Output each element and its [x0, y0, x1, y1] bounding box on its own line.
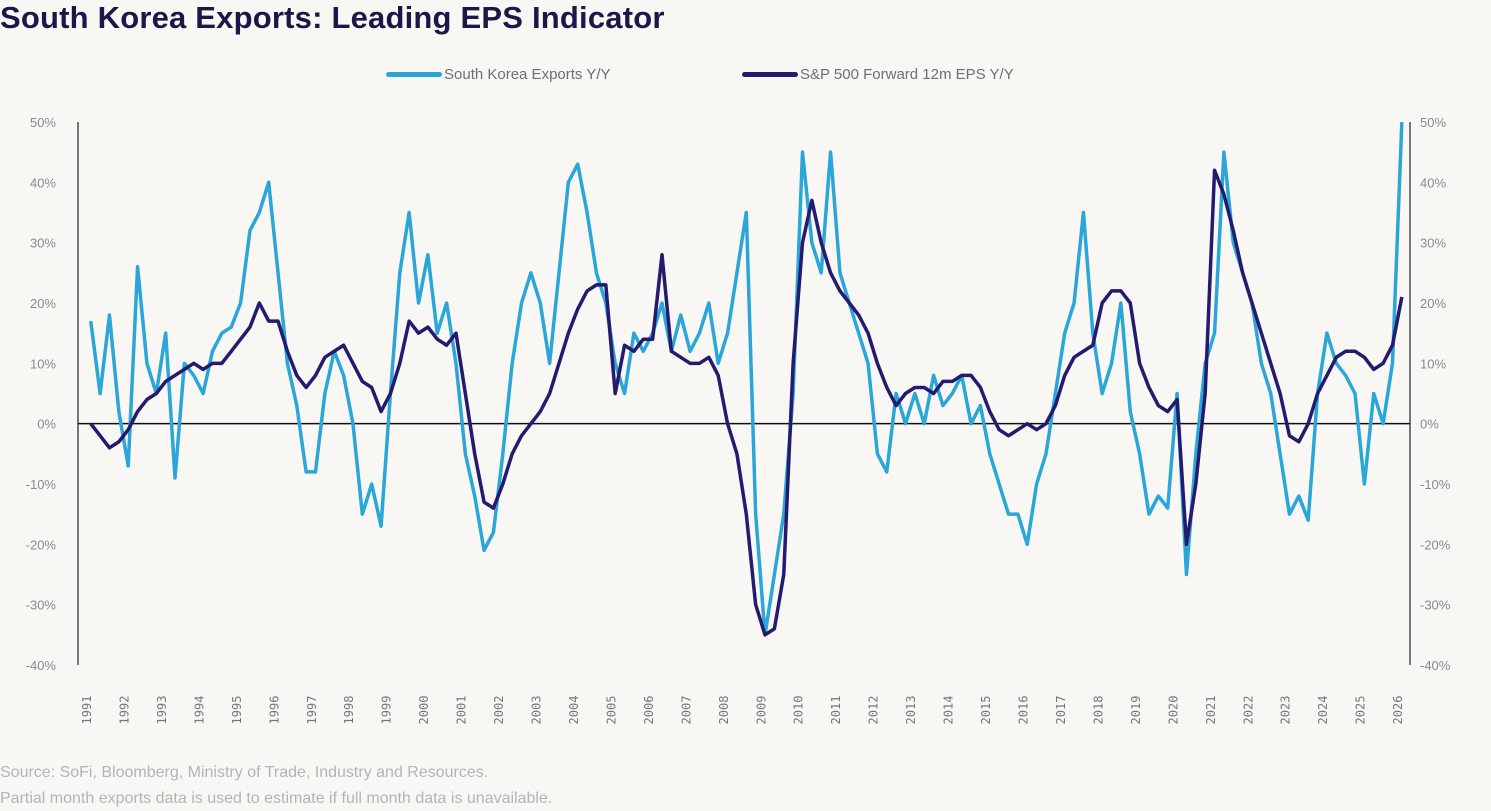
x-tick-label: 1991 — [80, 696, 94, 725]
chart-title: South Korea Exports: Leading EPS Indicat… — [0, 0, 665, 35]
x-tick-label: 1997 — [305, 696, 319, 725]
x-tick-label: 1996 — [267, 696, 281, 725]
x-tick-label: 2023 — [1279, 696, 1293, 725]
x-tick-label: 2001 — [455, 696, 469, 725]
x-tick-label: 2024 — [1316, 696, 1330, 725]
y-tick-label-right: 10% — [1420, 356, 1446, 371]
y-tick-label-left: -20% — [26, 537, 57, 552]
x-tick-label: 2013 — [904, 696, 918, 725]
x-tick-label: 2000 — [417, 696, 431, 725]
x-tick-label: 2005 — [604, 696, 618, 725]
y-tick-label-left: 0% — [37, 417, 56, 432]
y-tick-label-right: -10% — [1420, 477, 1451, 492]
x-tick-label: 2015 — [979, 696, 993, 725]
legend-swatch-exports — [386, 72, 442, 77]
x-tick-label: 2017 — [1054, 696, 1068, 725]
x-tick-label: 2002 — [492, 696, 506, 725]
y-tick-label-left: 10% — [30, 356, 56, 371]
x-tick-label: 2026 — [1391, 696, 1405, 725]
y-tick-label-left: 50% — [30, 115, 56, 130]
x-tick-label: 2014 — [942, 696, 956, 725]
legend-label-exports: South Korea Exports Y/Y — [444, 66, 611, 83]
x-tick-label: 2007 — [679, 696, 693, 725]
y-tick-label-right: 30% — [1420, 236, 1446, 251]
x-tick-label: 2006 — [642, 696, 656, 725]
x-tick-label: 1994 — [192, 696, 206, 725]
y-tick-label-left: 30% — [30, 236, 56, 251]
y-tick-label-right: -30% — [1420, 598, 1451, 613]
y-tick-label-right: 50% — [1420, 115, 1446, 130]
x-tick-label: 2008 — [717, 696, 731, 725]
y-tick-label-right: 20% — [1420, 296, 1446, 311]
legend-item-eps: S&P 500 Forward 12m EPS Y/Y — [742, 66, 1014, 83]
y-tick-label-left: -40% — [26, 658, 57, 673]
legend-item-exports: South Korea Exports Y/Y — [386, 66, 611, 83]
y-tick-label-right: -20% — [1420, 537, 1451, 552]
x-tick-label: 2020 — [1166, 696, 1180, 725]
x-tick-label: 2004 — [567, 696, 581, 725]
x-tick-label: 1992 — [117, 696, 131, 725]
x-tick-label: 2016 — [1017, 696, 1031, 725]
legend-label-eps: S&P 500 Forward 12m EPS Y/Y — [800, 66, 1014, 83]
y-tick-label-left: 20% — [30, 296, 56, 311]
x-tick-label: 1998 — [342, 696, 356, 725]
footer-note: Partial month exports data is used to es… — [0, 790, 553, 807]
y-tick-label-right: 40% — [1420, 175, 1446, 190]
y-tick-label-right: -40% — [1420, 658, 1451, 673]
footer-source: Source: SoFi, Bloomberg, Ministry of Tra… — [0, 764, 489, 781]
y-tick-label-right: 0% — [1420, 417, 1439, 432]
x-tick-label: 1995 — [230, 696, 244, 725]
x-tick-label: 1993 — [155, 696, 169, 725]
x-tick-label: 2018 — [1091, 696, 1105, 725]
x-tick-label: 2022 — [1241, 696, 1255, 725]
x-tick-label: 2025 — [1354, 696, 1368, 725]
x-tick-label: 2012 — [867, 696, 881, 725]
y-tick-label-left: -30% — [26, 598, 57, 613]
legend-swatch-eps — [742, 72, 798, 77]
x-tick-label: 2010 — [792, 696, 806, 725]
x-tick-label: 2011 — [829, 696, 843, 725]
y-tick-label-left: 40% — [30, 175, 56, 190]
x-tick-label: 2021 — [1204, 696, 1218, 725]
y-tick-label-left: -10% — [26, 477, 57, 492]
x-tick-label: 2019 — [1129, 696, 1143, 725]
x-tick-label: 2009 — [754, 696, 768, 725]
x-tick-label: 2003 — [530, 696, 544, 725]
x-tick-label: 1999 — [380, 696, 394, 725]
